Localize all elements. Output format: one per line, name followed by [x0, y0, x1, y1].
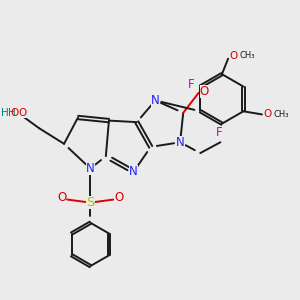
Text: O: O [200, 85, 209, 98]
Text: N: N [176, 136, 184, 149]
Text: N: N [129, 165, 138, 178]
Text: O: O [263, 110, 272, 119]
Text: N: N [86, 162, 95, 175]
Text: CH₃: CH₃ [274, 110, 289, 119]
Text: S: S [86, 196, 94, 209]
Text: F: F [215, 126, 222, 139]
Text: O: O [11, 108, 19, 118]
Text: O: O [57, 191, 66, 205]
Text: CH₃: CH₃ [240, 51, 255, 60]
Text: N: N [151, 94, 160, 107]
Text: ·: · [18, 110, 20, 116]
Text: O: O [115, 191, 124, 205]
Text: O: O [230, 51, 238, 61]
Text: O: O [19, 108, 27, 118]
Text: H: H [2, 108, 9, 118]
Text: F: F [188, 79, 194, 92]
Text: H: H [8, 108, 15, 118]
